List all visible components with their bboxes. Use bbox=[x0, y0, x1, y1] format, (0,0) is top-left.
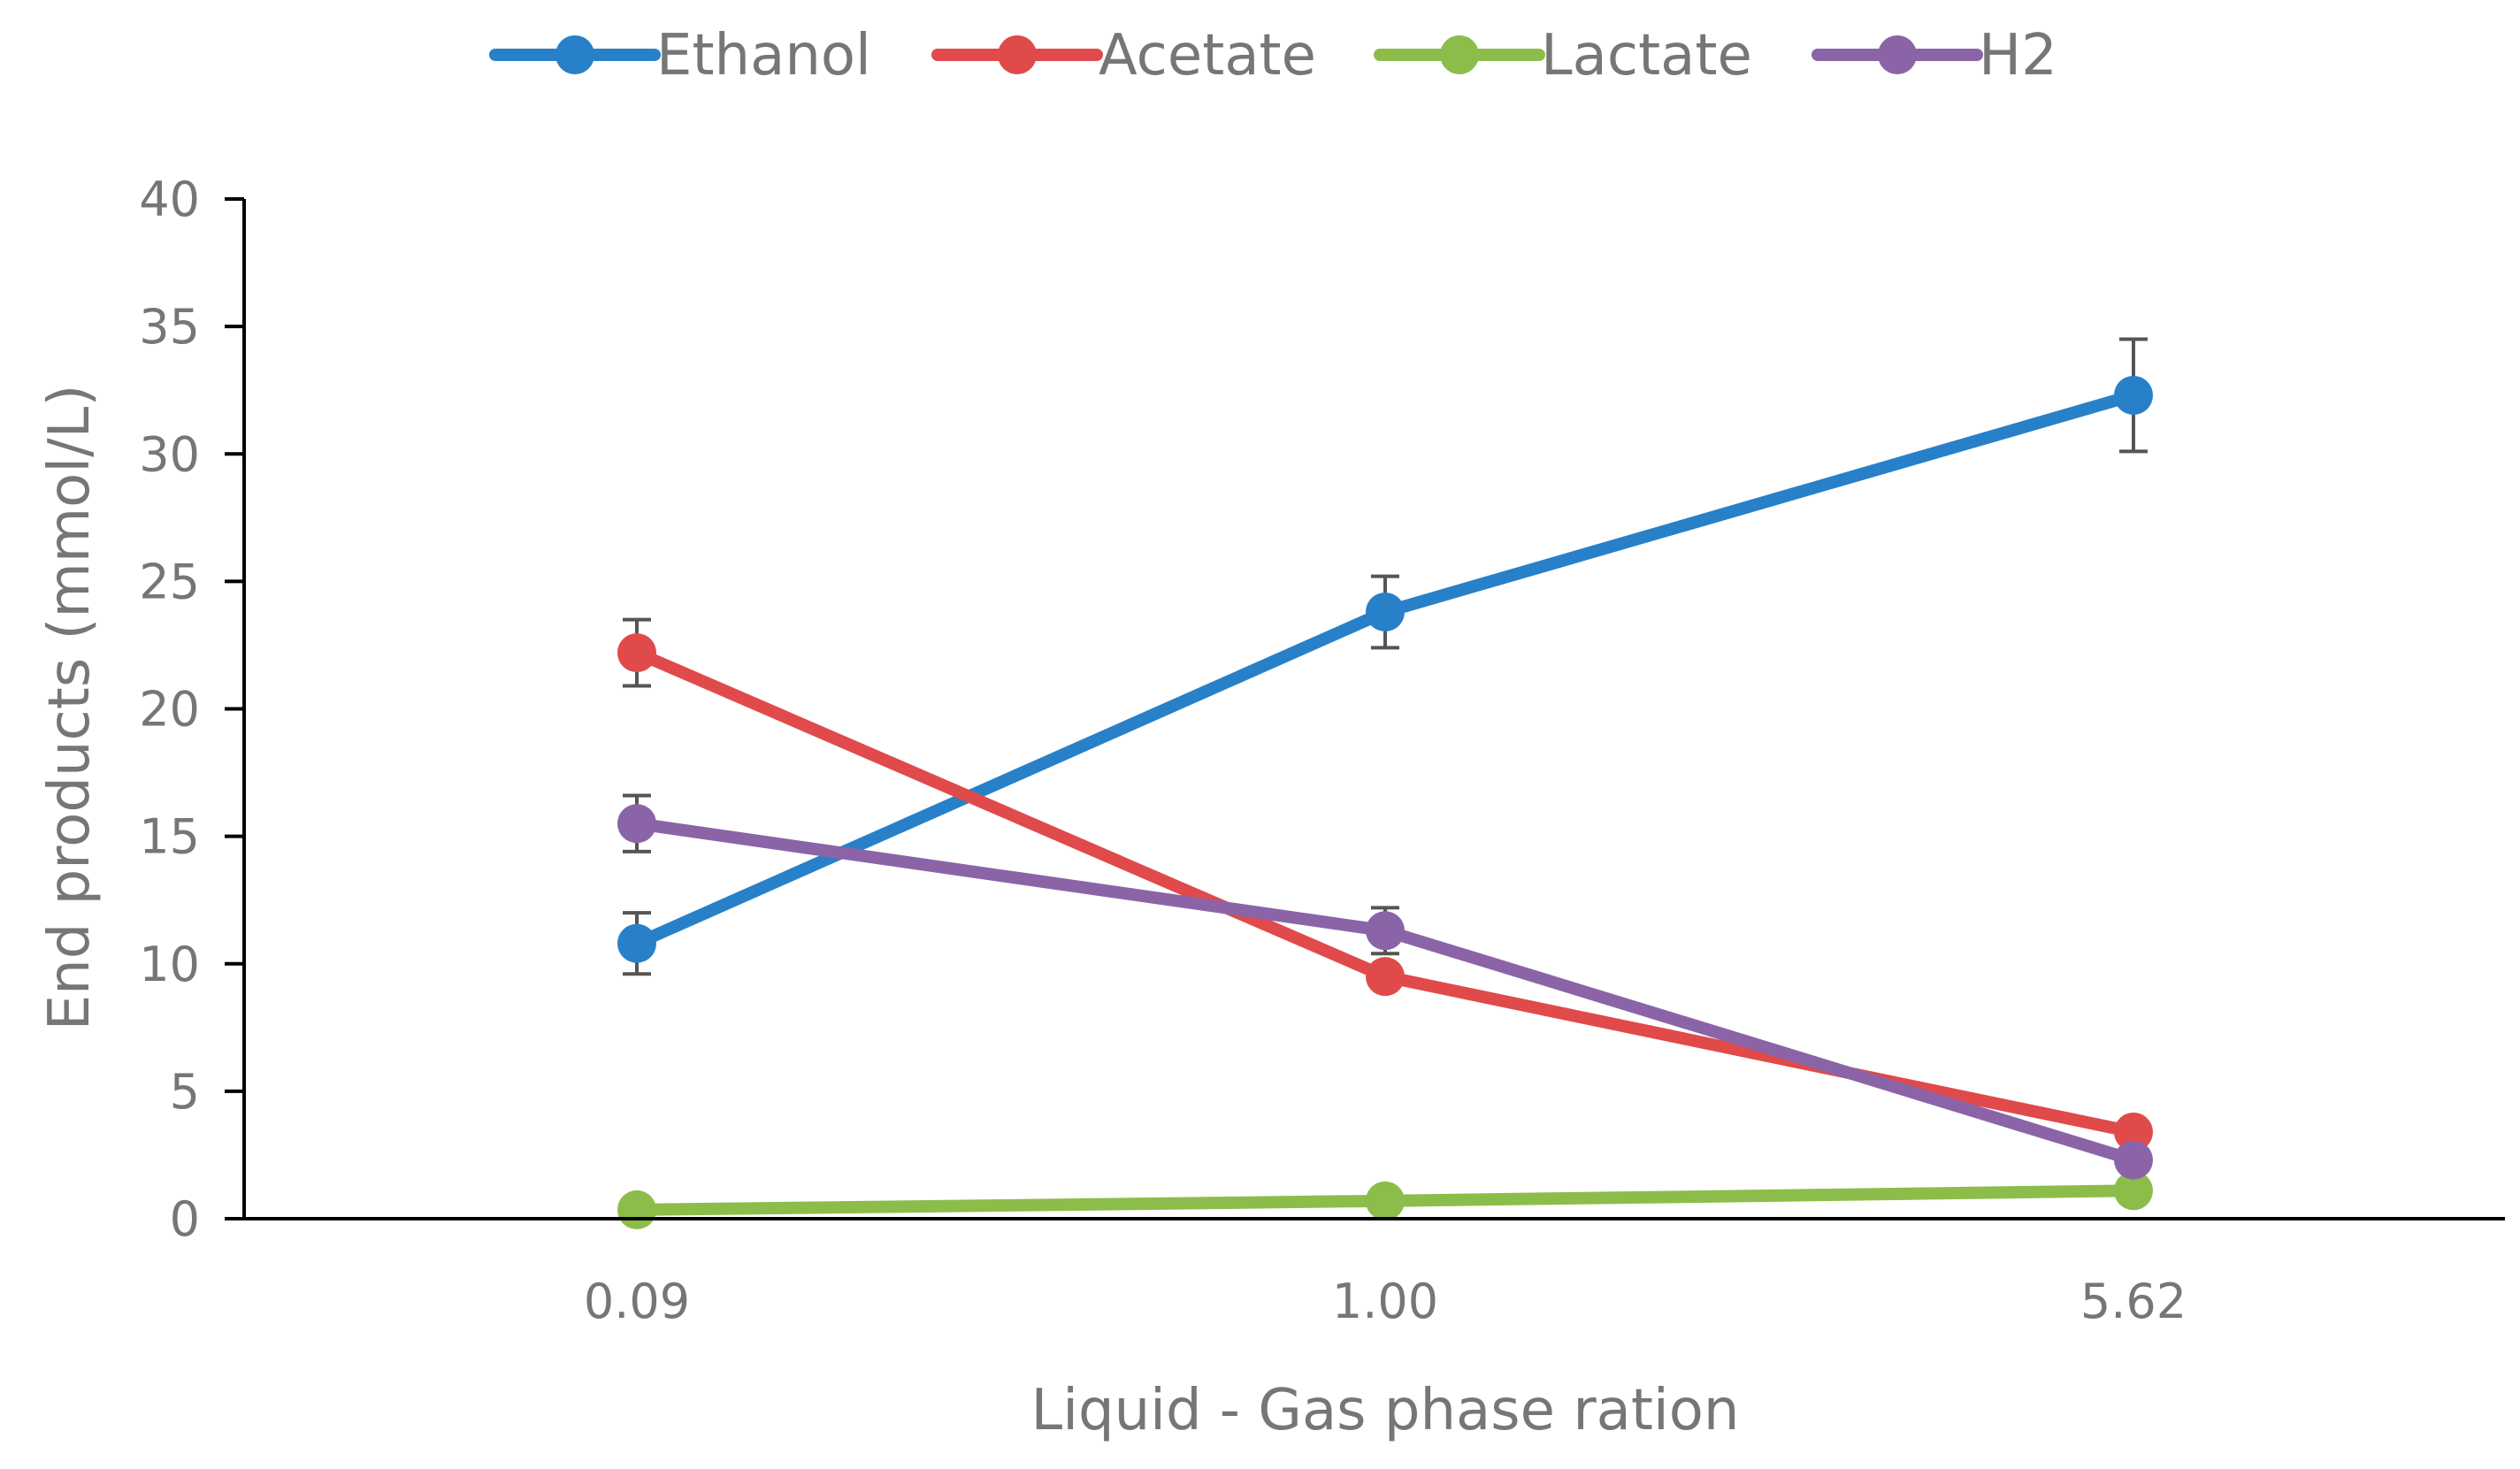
legend-label: Ethanol bbox=[656, 23, 871, 88]
y-tick-label: 0 bbox=[170, 1191, 200, 1247]
legend-item-h2: H2 bbox=[1811, 23, 2057, 88]
legend-swatch-marker bbox=[1440, 35, 1479, 74]
data-point-acetate bbox=[617, 633, 656, 673]
data-point-lactate bbox=[617, 1190, 656, 1229]
data-point-lactate bbox=[1366, 1181, 1405, 1220]
legend-item-ethanol: Ethanol bbox=[489, 23, 871, 88]
data-point-acetate bbox=[2114, 1112, 2153, 1151]
data-point-h2 bbox=[2114, 1140, 2153, 1180]
legend-label: H2 bbox=[1979, 23, 2057, 88]
legend-label: Acetate bbox=[1099, 23, 1316, 88]
legend-swatch-marker bbox=[555, 35, 594, 74]
data-point-ethanol bbox=[617, 923, 656, 963]
y-axis-title: End products (mmol/L) bbox=[37, 385, 103, 1031]
legend-item-acetate: Acetate bbox=[931, 23, 1316, 88]
x-tick-label: 0.09 bbox=[584, 1274, 690, 1329]
x-axis-title: Liquid - Gas phase ration bbox=[1031, 1378, 1740, 1443]
data-point-ethanol bbox=[1366, 592, 1405, 631]
data-point-lactate bbox=[2114, 1171, 2153, 1211]
x-tick-label: 5.62 bbox=[2080, 1274, 2187, 1329]
series-acetate bbox=[617, 633, 2153, 1151]
x-tick-label: 1.00 bbox=[1332, 1274, 1438, 1329]
axes: End products (mmol/L) Liquid - Gas phase… bbox=[37, 199, 2505, 1443]
series-line-acetate bbox=[631, 647, 2140, 1138]
legend-label: Lactate bbox=[1541, 23, 1752, 88]
y-tick-label: 30 bbox=[139, 426, 200, 482]
y-tick-label: 35 bbox=[139, 299, 200, 355]
data-point-h2 bbox=[1366, 911, 1405, 951]
y-tick-label: 40 bbox=[139, 172, 200, 227]
data-point-acetate bbox=[1366, 957, 1405, 997]
y-tick-label: 20 bbox=[139, 682, 200, 738]
series-ethanol bbox=[617, 375, 2153, 963]
series-lactate bbox=[617, 1171, 2153, 1229]
legend-swatch-marker bbox=[998, 35, 1037, 74]
legend-swatch-marker bbox=[1878, 35, 1917, 74]
data-point-h2 bbox=[617, 804, 656, 844]
legend-item-lactate: Lactate bbox=[1374, 23, 1752, 88]
error-bars bbox=[623, 337, 2148, 976]
legend: Ethanol Acetate Lactate H2 bbox=[489, 23, 2057, 88]
series-lines bbox=[617, 375, 2153, 1229]
ticks: 0 5 10 15 20 25 30 35 40 0.09 1.00 5.62 bbox=[139, 172, 2187, 1329]
y-tick-label: 15 bbox=[139, 809, 200, 865]
y-tick-label: 25 bbox=[139, 554, 200, 609]
y-tick-label: 5 bbox=[170, 1064, 200, 1120]
data-point-ethanol bbox=[2114, 375, 2153, 415]
y-tick-label: 10 bbox=[139, 937, 200, 992]
series-h2 bbox=[617, 804, 2153, 1180]
